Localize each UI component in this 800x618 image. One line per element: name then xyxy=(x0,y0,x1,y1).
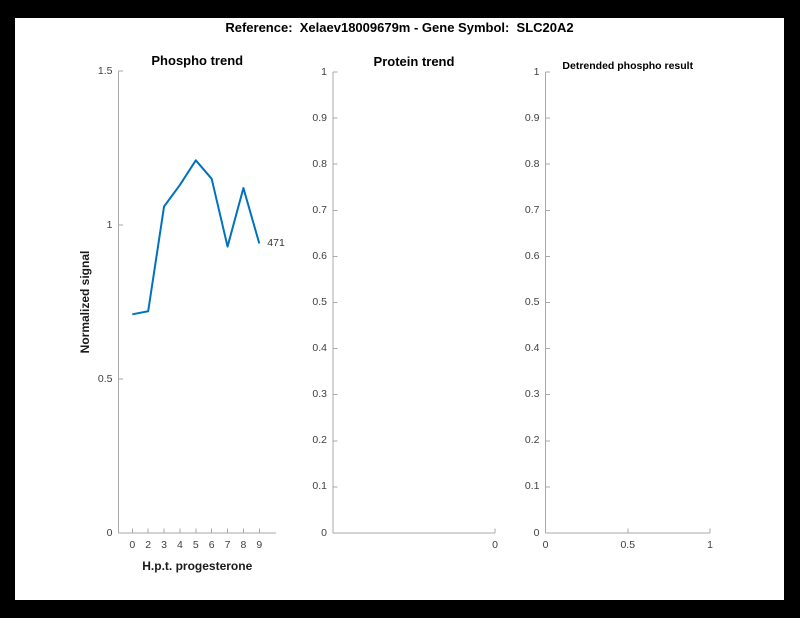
x-tick-label: 1 xyxy=(707,539,713,551)
y-tick-label: 0.7 xyxy=(524,203,540,216)
y-tick-label: 0 xyxy=(321,526,327,539)
x-tick-label: 4 xyxy=(177,539,183,551)
y-tick-label: 0.4 xyxy=(524,342,540,355)
x-tick-label: 5 xyxy=(192,539,199,551)
y-tick-label: 0.1 xyxy=(524,480,540,493)
y-tick-label: 1.5 xyxy=(97,64,113,77)
subplot-title: Protein trend xyxy=(373,54,455,69)
x-tick-label: 8 xyxy=(240,539,247,551)
x-tick-label: 0.5 xyxy=(620,539,636,551)
y-tick-label: 0.6 xyxy=(524,249,540,262)
y-tick-label: 0.9 xyxy=(312,111,327,124)
series-end-label: 471 xyxy=(267,236,285,249)
y-tick-label: 0.9 xyxy=(524,111,540,124)
labels-layer: 0 0.5 1 1.5 0 2 3 4 5 6 7 8 9 Phospho trend H.p.t. pro… xyxy=(15,18,784,600)
y-tick-label: 0.8 xyxy=(312,157,327,170)
y-tick-label: 0.2 xyxy=(524,434,540,447)
y-tick-label: 0.2 xyxy=(312,434,327,447)
subplot-title: Phospho trend xyxy=(151,53,244,68)
x-tick-label: 2 xyxy=(145,539,152,551)
y-tick-label: 0 xyxy=(106,526,113,539)
y-tick-label: 0 xyxy=(533,526,540,539)
trend-line xyxy=(132,159,261,316)
x-tick-label: 7 xyxy=(224,539,231,551)
y-tick-label: 0.8 xyxy=(524,157,540,170)
y-tick-label: 0.3 xyxy=(312,388,327,401)
y-tick-label: 0.3 xyxy=(524,388,540,401)
y-tick-label: 0.6 xyxy=(312,249,327,262)
plot-canvas xyxy=(118,70,711,534)
x-tick-label: 6 xyxy=(208,539,215,551)
y-tick-label: 1 xyxy=(533,65,540,78)
y-tick-label: 1 xyxy=(106,218,113,231)
x-tick-label: 0 xyxy=(492,539,498,551)
y-tick-label: 0.7 xyxy=(312,203,327,216)
y-tick-label: 0.5 xyxy=(524,296,540,308)
matlab-figure: Reference: Xelaev18009679m - Gene Symbol… xyxy=(15,18,784,600)
y-axis-label: Normalized signal xyxy=(78,250,92,354)
y-tick-label: 0.5 xyxy=(312,296,327,308)
x-tick-label: 0 xyxy=(129,539,136,551)
x-tick-label: 9 xyxy=(256,539,263,551)
y-tick-label: 0.4 xyxy=(312,342,327,355)
x-axis-label: H.p.t. progesterone xyxy=(142,559,253,573)
figure-title: Reference: Xelaev18009679m - Gene Symbol… xyxy=(225,20,574,35)
y-tick-label: 0.1 xyxy=(312,480,327,493)
x-tick-label: 0 xyxy=(542,539,549,551)
subplot-title: Detrended phospho result xyxy=(562,60,694,72)
y-tick-label: 0.5 xyxy=(97,372,113,385)
x-tick-label: 3 xyxy=(161,539,167,551)
y-tick-label: 1 xyxy=(321,65,327,78)
